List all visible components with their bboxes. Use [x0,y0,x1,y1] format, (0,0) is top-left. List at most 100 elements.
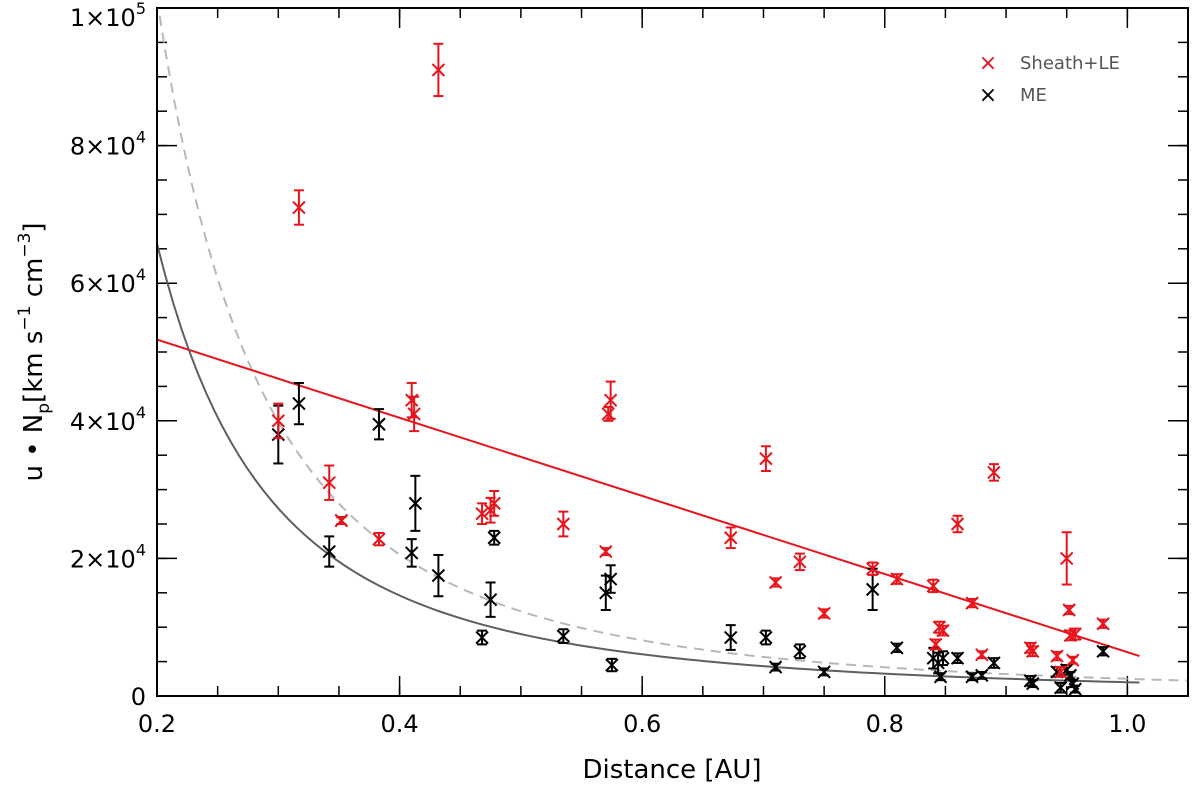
marker-stroke [1068,627,1082,641]
x-axis-title: Distance [AU] [582,755,761,785]
data-point-sheath [601,406,615,422]
data-point-me [890,641,904,655]
data-point-sheath [724,526,738,550]
marker-stroke [933,670,948,684]
marker-stroke [936,651,950,665]
y-tick-label: 8×104 [70,128,146,161]
legend-label-sheath: Sheath+LE [1020,53,1120,74]
data-point-sheath [271,402,286,439]
marker-stroke [950,651,965,665]
legend-label-me: ME [1020,85,1047,106]
data-point-sheath [817,606,831,621]
data-point-me [933,670,948,684]
data-point-me [431,553,446,598]
marker-stroke [599,544,613,559]
marker-stroke [1096,644,1110,658]
marker-stroke [890,641,904,655]
data-point-me [292,381,306,426]
marker-stroke [1026,644,1040,658]
data-point-me [817,665,831,679]
marker-stroke [793,555,807,569]
legend: × Sheath+LE × ME [979,51,1120,108]
data-point-me [936,650,950,667]
marker-stroke [271,414,286,428]
data-point-sheath [926,578,940,594]
data-point-sheath [1068,627,1082,641]
data-point-sheath [1053,665,1068,679]
data-point-me [768,660,783,674]
marker-stroke [603,393,618,407]
data-point-sheath [322,464,336,501]
marker-stroke [487,531,501,545]
data-point-me [475,629,489,646]
marker-stroke [483,592,498,607]
data-point-me [372,408,386,441]
marker-stroke [405,546,419,560]
data-point-me [322,535,336,568]
marker-stroke [793,644,807,658]
data-point-me [556,628,571,645]
data-point-sheath [599,544,613,559]
data-point-me [605,657,619,673]
marker-stroke [1053,681,1068,695]
marker-stroke [372,532,386,546]
x-tick-label: 0.4 [381,710,419,738]
plot-frame [156,7,1189,697]
x-tick-label: 0.8 [866,710,904,738]
data-point-sheath [1096,617,1110,631]
marker-stroke [1053,665,1068,679]
data-point-sheath [334,513,349,528]
marker-stroke [768,660,783,674]
marker-stroke [865,582,880,597]
legend-marker-sheath: × [979,51,997,76]
fit-line-sheath [157,338,1140,658]
data-point-sheath [1050,649,1064,663]
data-point-me [975,668,989,683]
marker-stroke [965,670,979,684]
data-point-sheath [965,596,979,610]
marker-stroke [965,596,979,610]
marker-stroke [817,665,831,679]
data-point-sheath [475,502,489,525]
data-point-me [408,474,423,532]
marker-stroke [556,629,571,643]
marker-stroke [322,544,336,559]
y-tick-label: 2×104 [70,540,146,573]
marker-stroke [605,658,619,672]
marker-stroke [890,572,904,586]
marker-stroke [975,668,989,683]
data-point-me [865,567,880,611]
data-point-sheath [759,445,773,473]
tick-labels: 0.2 0.4 0.6 0.8 1.0 0 2×104 4×104 6×104 8×104 1×10… [70,0,1147,738]
marker-stroke [817,606,831,621]
marker-stroke [1066,653,1080,667]
data-point-sheath [936,623,950,638]
data-point-sheath [1059,531,1074,586]
data-point-sheath [929,637,943,652]
data-point-sheath [407,395,421,433]
y-tick-label: 0 [131,683,146,711]
data-point-me [405,538,419,568]
marker-stroke [475,506,489,521]
data-point-sheath [487,489,501,517]
marker-stroke [1059,551,1074,566]
marker-stroke [1026,676,1040,691]
marker-stroke [1062,603,1076,617]
data-point-sheath [1066,653,1080,667]
data-point-sheath [950,514,965,534]
marker-stroke [929,637,943,652]
y-tick-label: 1×105 [70,0,146,32]
marker-stroke [1096,617,1110,631]
data-point-me [1026,676,1040,691]
data-point-me [487,529,501,546]
data-point-sheath [890,572,904,586]
axis-ticks [156,7,1189,697]
marker-stroke [975,648,989,662]
data-point-sheath [793,552,807,572]
data-point-sheath [292,189,306,226]
data-point-sheath [1062,603,1076,617]
marker-stroke [1068,682,1082,696]
data-point-me [987,656,1001,670]
data-point-me [1053,681,1068,695]
